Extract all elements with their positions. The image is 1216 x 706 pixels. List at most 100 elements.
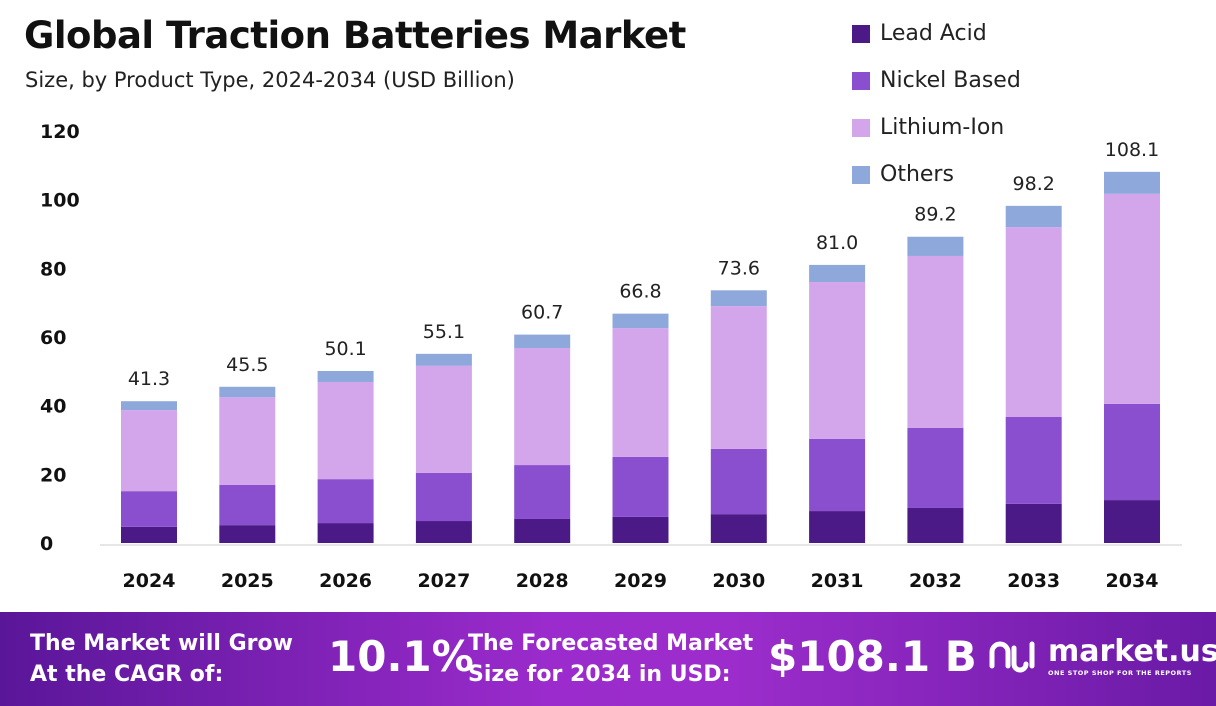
total-data-label: 89.2	[914, 204, 956, 226]
total-data-label: 81.0	[816, 232, 858, 254]
y-tick-label: 0	[40, 533, 53, 555]
legend-swatch	[852, 165, 870, 184]
bar-segment-lithium-ion	[809, 282, 866, 439]
bar-segment-others	[514, 334, 571, 348]
bar-segment-others	[1104, 171, 1160, 194]
bar-segment-lead-acid	[121, 526, 177, 543]
forecast-label-line2: Size for 2034 in USD:	[468, 662, 731, 687]
bar-segment-lithium-ion	[710, 306, 767, 449]
legend-item: Others	[852, 151, 1021, 198]
bar-segment-nickel-based	[612, 456, 669, 517]
bar-segment-lithium-ion	[514, 347, 571, 466]
bar-segment-lead-acid	[1104, 500, 1160, 543]
total-data-label: 60.7	[521, 302, 563, 324]
x-tick-label: 2034	[1106, 570, 1159, 592]
bar-segment-lithium-ion	[612, 328, 669, 457]
bar-segment-nickel-based	[514, 465, 571, 519]
logo-name: market.us	[1048, 634, 1216, 669]
logo-tagline: ONE STOP SHOP FOR THE REPORTS	[1048, 669, 1192, 677]
x-tick-label: 2028	[516, 570, 569, 592]
x-tick-label: 2030	[712, 570, 765, 592]
x-tick-label: 2025	[221, 570, 274, 592]
legend-item: Lithium-Ion	[852, 104, 1021, 151]
bar-segment-nickel-based	[317, 479, 374, 524]
y-tick-label: 120	[40, 121, 80, 143]
total-data-label: 73.6	[718, 257, 760, 279]
bar-segment-others	[219, 386, 276, 398]
forecast-value: $108.1 B	[768, 632, 977, 681]
bar-segment-lead-acid	[612, 516, 669, 543]
bar-segment-others	[121, 401, 177, 411]
bar-segment-lead-acid	[219, 525, 276, 543]
bar-segment-others	[317, 370, 374, 382]
bar-segment-lithium-ion	[415, 365, 472, 473]
total-data-label: 45.5	[226, 354, 268, 376]
y-tick-label: 60	[40, 327, 66, 349]
bar-segment-lithium-ion	[1104, 193, 1160, 404]
legend-label: Nickel Based	[880, 68, 1021, 93]
marketus-logo-icon	[989, 641, 1035, 672]
legend-swatch	[852, 118, 870, 137]
bar-segment-others	[1005, 205, 1062, 228]
bar-segment-nickel-based	[1104, 403, 1160, 501]
legend-label: Others	[880, 162, 954, 187]
bar-segment-nickel-based	[415, 472, 472, 522]
footer-banner: The Market will Grow At the CAGR of: 10.1…	[0, 612, 1216, 706]
bar-chart: 0 20 40 60 80 100 120 41.3 2024 45.5 2025 50.1 2026 5…	[40, 121, 1182, 592]
x-tick-label: 2033	[1007, 570, 1060, 592]
bar-segment-nickel-based	[809, 438, 866, 512]
bar-segment-lead-acid	[317, 523, 374, 543]
x-tick-label: 2027	[417, 570, 470, 592]
bar-segment-others	[907, 236, 964, 256]
y-tick-label: 20	[40, 464, 66, 486]
bar-segment-others	[415, 353, 472, 366]
forecast-label-line1: The Forecasted Market	[468, 631, 754, 656]
total-data-label: 41.3	[128, 368, 170, 390]
chart-title: Global Traction Batteries Market	[24, 14, 686, 57]
marketus-logo: market.us ONE STOP SHOP FOR THE REPORTS	[986, 634, 1216, 677]
bar-segment-lithium-ion	[219, 397, 276, 485]
cagr-label: The Market will Grow At the CAGR of:	[30, 628, 293, 690]
bar-segment-nickel-based	[710, 448, 767, 515]
legend-label: Lithium-Ion	[880, 115, 1005, 140]
bar-segment-lithium-ion	[317, 381, 374, 480]
bar-segment-others	[809, 264, 866, 283]
y-tick-label: 40	[40, 396, 66, 418]
total-data-label: 66.8	[619, 281, 661, 303]
bar-segment-nickel-based	[1005, 416, 1062, 504]
forecast-label: The Forecasted Market Size for 2034 in US…	[468, 628, 753, 690]
legend-swatch	[852, 71, 870, 90]
bar-segment-lead-acid	[809, 511, 866, 543]
x-tick-label: 2032	[909, 570, 962, 592]
bar-segment-lead-acid	[710, 514, 767, 543]
total-data-label: 98.2	[1013, 173, 1055, 195]
bar-segment-nickel-based	[121, 491, 177, 527]
legend-swatch	[852, 24, 870, 43]
bar-segment-nickel-based	[907, 427, 964, 508]
bar-segment-lead-acid	[514, 518, 571, 543]
y-tick-label: 80	[40, 258, 66, 280]
x-tick-label: 2026	[319, 570, 372, 592]
cagr-value: 10.1%	[328, 632, 474, 681]
total-data-label: 108.1	[1105, 139, 1159, 161]
total-data-label: 55.1	[423, 321, 465, 343]
x-tick-label: 2024	[123, 570, 176, 592]
y-tick-label: 100	[40, 190, 80, 212]
bar-segment-lead-acid	[1005, 503, 1062, 543]
legend: Lead Acid Nickel Based Lithium-Ion Others	[852, 10, 1021, 198]
bar-segment-others	[710, 290, 767, 307]
legend-item: Lead Acid	[852, 10, 1021, 57]
bar-segment-lithium-ion	[1005, 227, 1062, 417]
x-tick-label: 2031	[811, 570, 864, 592]
bar-segment-lithium-ion	[121, 410, 177, 492]
bar-segment-lead-acid	[907, 507, 964, 543]
bar-segment-lithium-ion	[907, 255, 964, 428]
cagr-label-line1: The Market will Grow	[30, 631, 293, 656]
x-tick-label: 2029	[614, 570, 667, 592]
legend-item: Nickel Based	[852, 57, 1021, 104]
cagr-label-line2: At the CAGR of:	[30, 662, 224, 687]
bar-segment-nickel-based	[219, 484, 276, 526]
legend-label: Lead Acid	[880, 21, 987, 46]
total-data-label: 50.1	[324, 338, 366, 360]
chart-subtitle: Size, by Product Type, 2024-2034 (USD Bi…	[25, 68, 515, 92]
